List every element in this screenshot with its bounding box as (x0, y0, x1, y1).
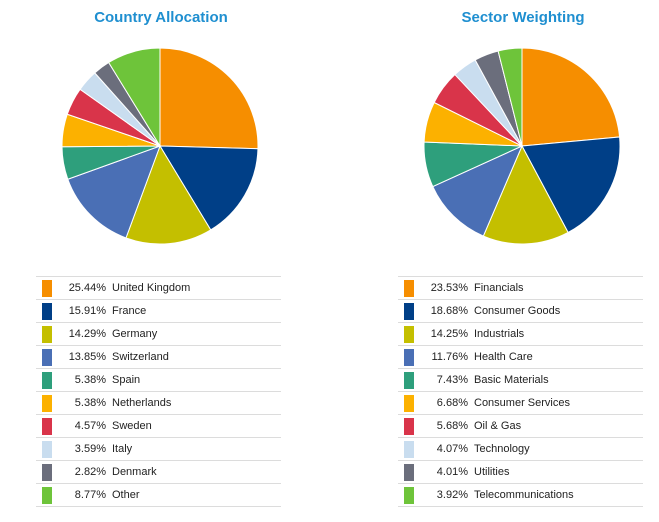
legend-percentage: 25.44% (68, 282, 106, 294)
legend-percentage: 11.76% (431, 351, 469, 363)
legend-label: Germany (112, 328, 158, 340)
legend-label: Sweden (112, 420, 152, 432)
legend-label: Financials (474, 282, 524, 294)
pie-slice-switzerland[interactable] (67, 145, 161, 239)
legend-percentage: 5.38% (74, 397, 106, 409)
sector-weighting-pie (423, 47, 621, 245)
legend-label: Spain (112, 374, 141, 386)
legend-label: Technology (474, 443, 530, 455)
legend-row: 3.59% Italy (36, 437, 281, 460)
legend-swatch (42, 372, 52, 389)
pie-slice-france[interactable] (159, 145, 259, 231)
legend-row: 4.57% Sweden (36, 414, 281, 437)
legend-row: 15.91% France (36, 299, 281, 322)
pie-slice-germany[interactable] (125, 144, 212, 245)
legend-percentage: 13.85% (68, 351, 106, 363)
legend-label: Switzerland (112, 351, 169, 363)
legend-percentage: 4.01% (436, 466, 468, 478)
legend-label: France (112, 305, 147, 317)
legend-percentage: 2.82% (74, 466, 106, 478)
legend-label: Consumer Services (474, 397, 570, 409)
legend-label: Denmark (112, 466, 157, 478)
legend-swatch (404, 372, 414, 389)
legend-percentage: 5.68% (436, 420, 468, 432)
legend-label: Oil & Gas (474, 420, 522, 432)
legend-percentage: 5.38% (74, 374, 106, 386)
legend-row: 14.25% Industrials (398, 322, 643, 345)
legend-percentage: 18.68% (430, 305, 468, 317)
legend-swatch (404, 418, 414, 435)
legend-percentage: 23.53% (430, 282, 468, 294)
legend-percentage: 3.92% (436, 489, 468, 501)
legend-swatch (42, 303, 52, 320)
legend-swatch (42, 487, 52, 504)
legend-swatch (42, 280, 52, 297)
legend-label: Consumer Goods (474, 305, 561, 317)
legend-percentage: 3.59% (74, 443, 106, 455)
pie-slice-financials[interactable] (521, 47, 621, 147)
legend-label: Utilities (474, 466, 510, 478)
pie-slice-united-kingdom[interactable] (159, 47, 259, 150)
pie-slice-health-care[interactable] (432, 145, 523, 237)
legend-row: 4.01% Utilities (398, 460, 643, 483)
legend-row: 11.76% Health Care (398, 345, 643, 368)
legend-row: 14.29% Germany (36, 322, 281, 345)
legend-percentage: 8.77% (74, 489, 106, 501)
legend-percentage: 4.57% (74, 420, 106, 432)
legend-swatch (404, 349, 414, 366)
legend-label: Other (112, 489, 140, 501)
legend-swatch (42, 464, 52, 481)
legend-row: 8.77% Other (36, 483, 281, 507)
legend-swatch (42, 349, 52, 366)
pie-slice-other[interactable] (108, 47, 161, 148)
legend-label: Basic Materials (474, 374, 549, 386)
pie-slice-industrials[interactable] (482, 144, 569, 245)
legend-row: 25.44% United Kingdom (36, 276, 281, 299)
legend-row: 2.82% Denmark (36, 460, 281, 483)
legend-percentage: 14.29% (68, 328, 106, 340)
country-allocation-pie (61, 47, 259, 245)
legend-row: 4.07% Technology (398, 437, 643, 460)
legend-row: 23.53% Financials (398, 276, 643, 299)
legend-label: Italy (112, 443, 133, 455)
legend-row: 5.38% Netherlands (36, 391, 281, 414)
country-allocation-legend: 25.44% United Kingdom 15.91% France 14.29% Ge… (36, 276, 281, 507)
legend-row: 7.43% Basic Materials (398, 368, 643, 391)
legend-row: 6.68% Consumer Services (398, 391, 643, 414)
legend-row: 5.68% Oil & Gas (398, 414, 643, 437)
legend-swatch (404, 395, 414, 412)
legend-row: 3.92% Telecommunications (398, 483, 643, 507)
legend-percentage: 7.43% (436, 374, 468, 386)
legend-percentage: 4.07% (436, 443, 468, 455)
sector-weighting-title: Sector Weighting (461, 9, 585, 26)
legend-percentage: 14.25% (430, 328, 468, 340)
legend-label: Industrials (474, 328, 525, 340)
pie-slice-consumer-goods[interactable] (521, 136, 621, 234)
legend-label: United Kingdom (112, 282, 191, 294)
legend-swatch (404, 441, 414, 458)
legend-swatch (404, 303, 414, 320)
legend-row: 18.68% Consumer Goods (398, 299, 643, 322)
legend-percentage: 6.68% (436, 397, 468, 409)
legend-swatch (404, 464, 414, 481)
legend-label: Health Care (474, 351, 533, 363)
legend-swatch (42, 418, 52, 435)
legend-swatch (42, 326, 52, 343)
legend-swatch (42, 441, 52, 458)
legend-label: Netherlands (112, 397, 172, 409)
sector-weighting-legend: 23.53% Financials 18.68% Consumer Goods 14.2… (398, 276, 643, 507)
legend-swatch (404, 280, 414, 297)
legend-swatch (404, 326, 414, 343)
country-allocation-title: Country Allocation (94, 9, 228, 26)
legend-swatch (404, 487, 414, 504)
legend-percentage: 15.91% (68, 305, 106, 317)
legend-swatch (42, 395, 52, 412)
legend-row: 5.38% Spain (36, 368, 281, 391)
legend-label: Telecommunications (474, 489, 574, 501)
pie-slice-telecommunications[interactable] (497, 47, 523, 147)
legend-row: 13.85% Switzerland (36, 345, 281, 368)
